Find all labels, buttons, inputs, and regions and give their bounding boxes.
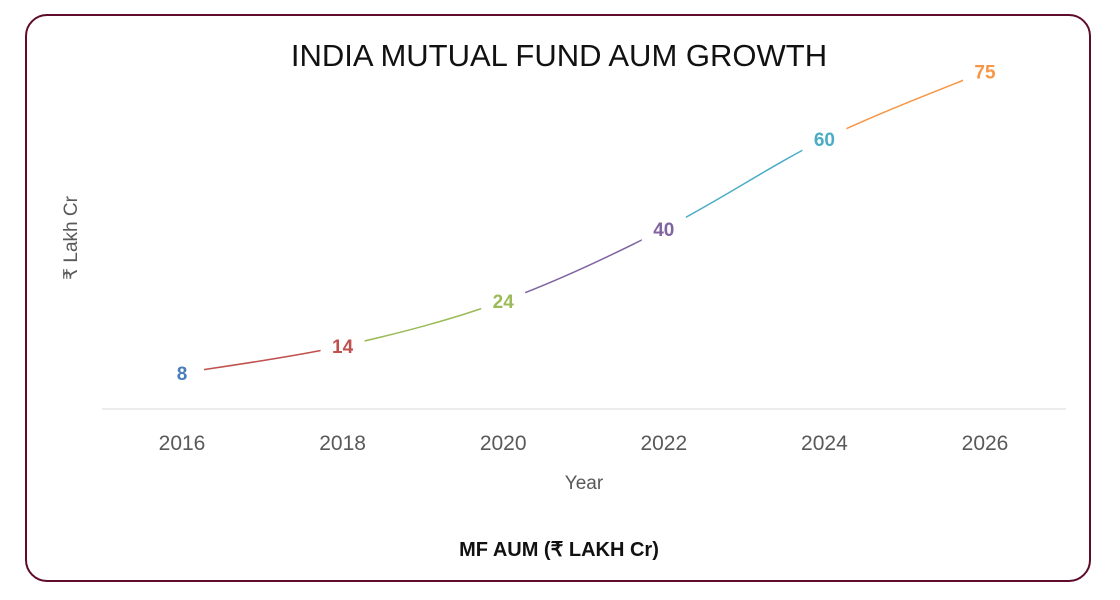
x-tick-label: 2024 bbox=[801, 432, 848, 455]
chart-footer: MF AUM (₹ LAKH Cr) bbox=[459, 539, 659, 561]
series-segment bbox=[824, 70, 986, 140]
chart-title: INDIA MUTUAL FUND AUM GROWTH bbox=[291, 38, 827, 73]
x-tick-label: 2020 bbox=[480, 432, 527, 455]
x-tick-label: 2016 bbox=[159, 432, 206, 455]
data-label: 60 bbox=[814, 130, 835, 151]
x-tick-label: 2018 bbox=[319, 432, 366, 455]
data-label: 40 bbox=[653, 220, 674, 241]
data-label-background bbox=[963, 57, 1007, 86]
y-axis-label: ₹ Lakh Cr bbox=[61, 195, 82, 280]
x-axis-label: Year bbox=[565, 473, 604, 494]
data-label-background bbox=[320, 332, 365, 360]
data-label: 8 bbox=[177, 364, 188, 385]
series-segment bbox=[181, 345, 343, 374]
data-label: 75 bbox=[974, 63, 996, 84]
data-label-background bbox=[160, 359, 204, 387]
data-label-background bbox=[802, 125, 847, 153]
series-segment bbox=[502, 228, 665, 302]
data-label-background bbox=[641, 215, 686, 243]
data-label-background bbox=[481, 287, 526, 315]
chart-frame bbox=[25, 14, 1091, 582]
x-tick-label: 2026 bbox=[962, 432, 1009, 455]
series-segment bbox=[342, 300, 504, 347]
series-segment bbox=[663, 138, 825, 230]
data-label: 14 bbox=[332, 337, 354, 358]
data-label: 24 bbox=[493, 292, 515, 313]
x-tick-label: 2022 bbox=[640, 432, 687, 455]
